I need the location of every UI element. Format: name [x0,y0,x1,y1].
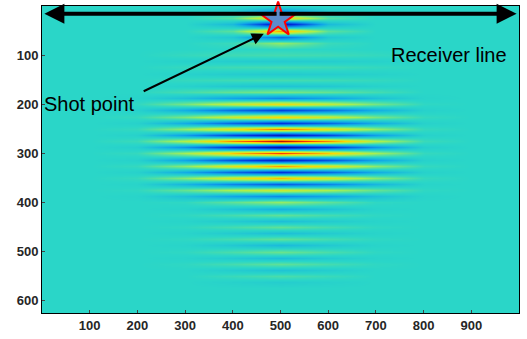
svg-text:400: 400 [222,318,244,333]
svg-text:400: 400 [17,195,39,210]
svg-text:100: 100 [79,318,101,333]
svg-text:100: 100 [17,48,39,63]
svg-text:800: 800 [413,318,435,333]
svg-text:300: 300 [174,318,196,333]
svg-text:500: 500 [17,244,39,259]
svg-text:600: 600 [317,318,339,333]
svg-text:Shot point: Shot point [44,93,135,115]
svg-text:200: 200 [17,97,39,112]
svg-text:300: 300 [17,146,39,161]
svg-text:500: 500 [270,318,292,333]
svg-text:Receiver line: Receiver line [391,44,507,66]
svg-text:200: 200 [127,318,149,333]
svg-text:900: 900 [460,318,482,333]
svg-text:600: 600 [17,293,39,308]
svg-text:700: 700 [365,318,387,333]
